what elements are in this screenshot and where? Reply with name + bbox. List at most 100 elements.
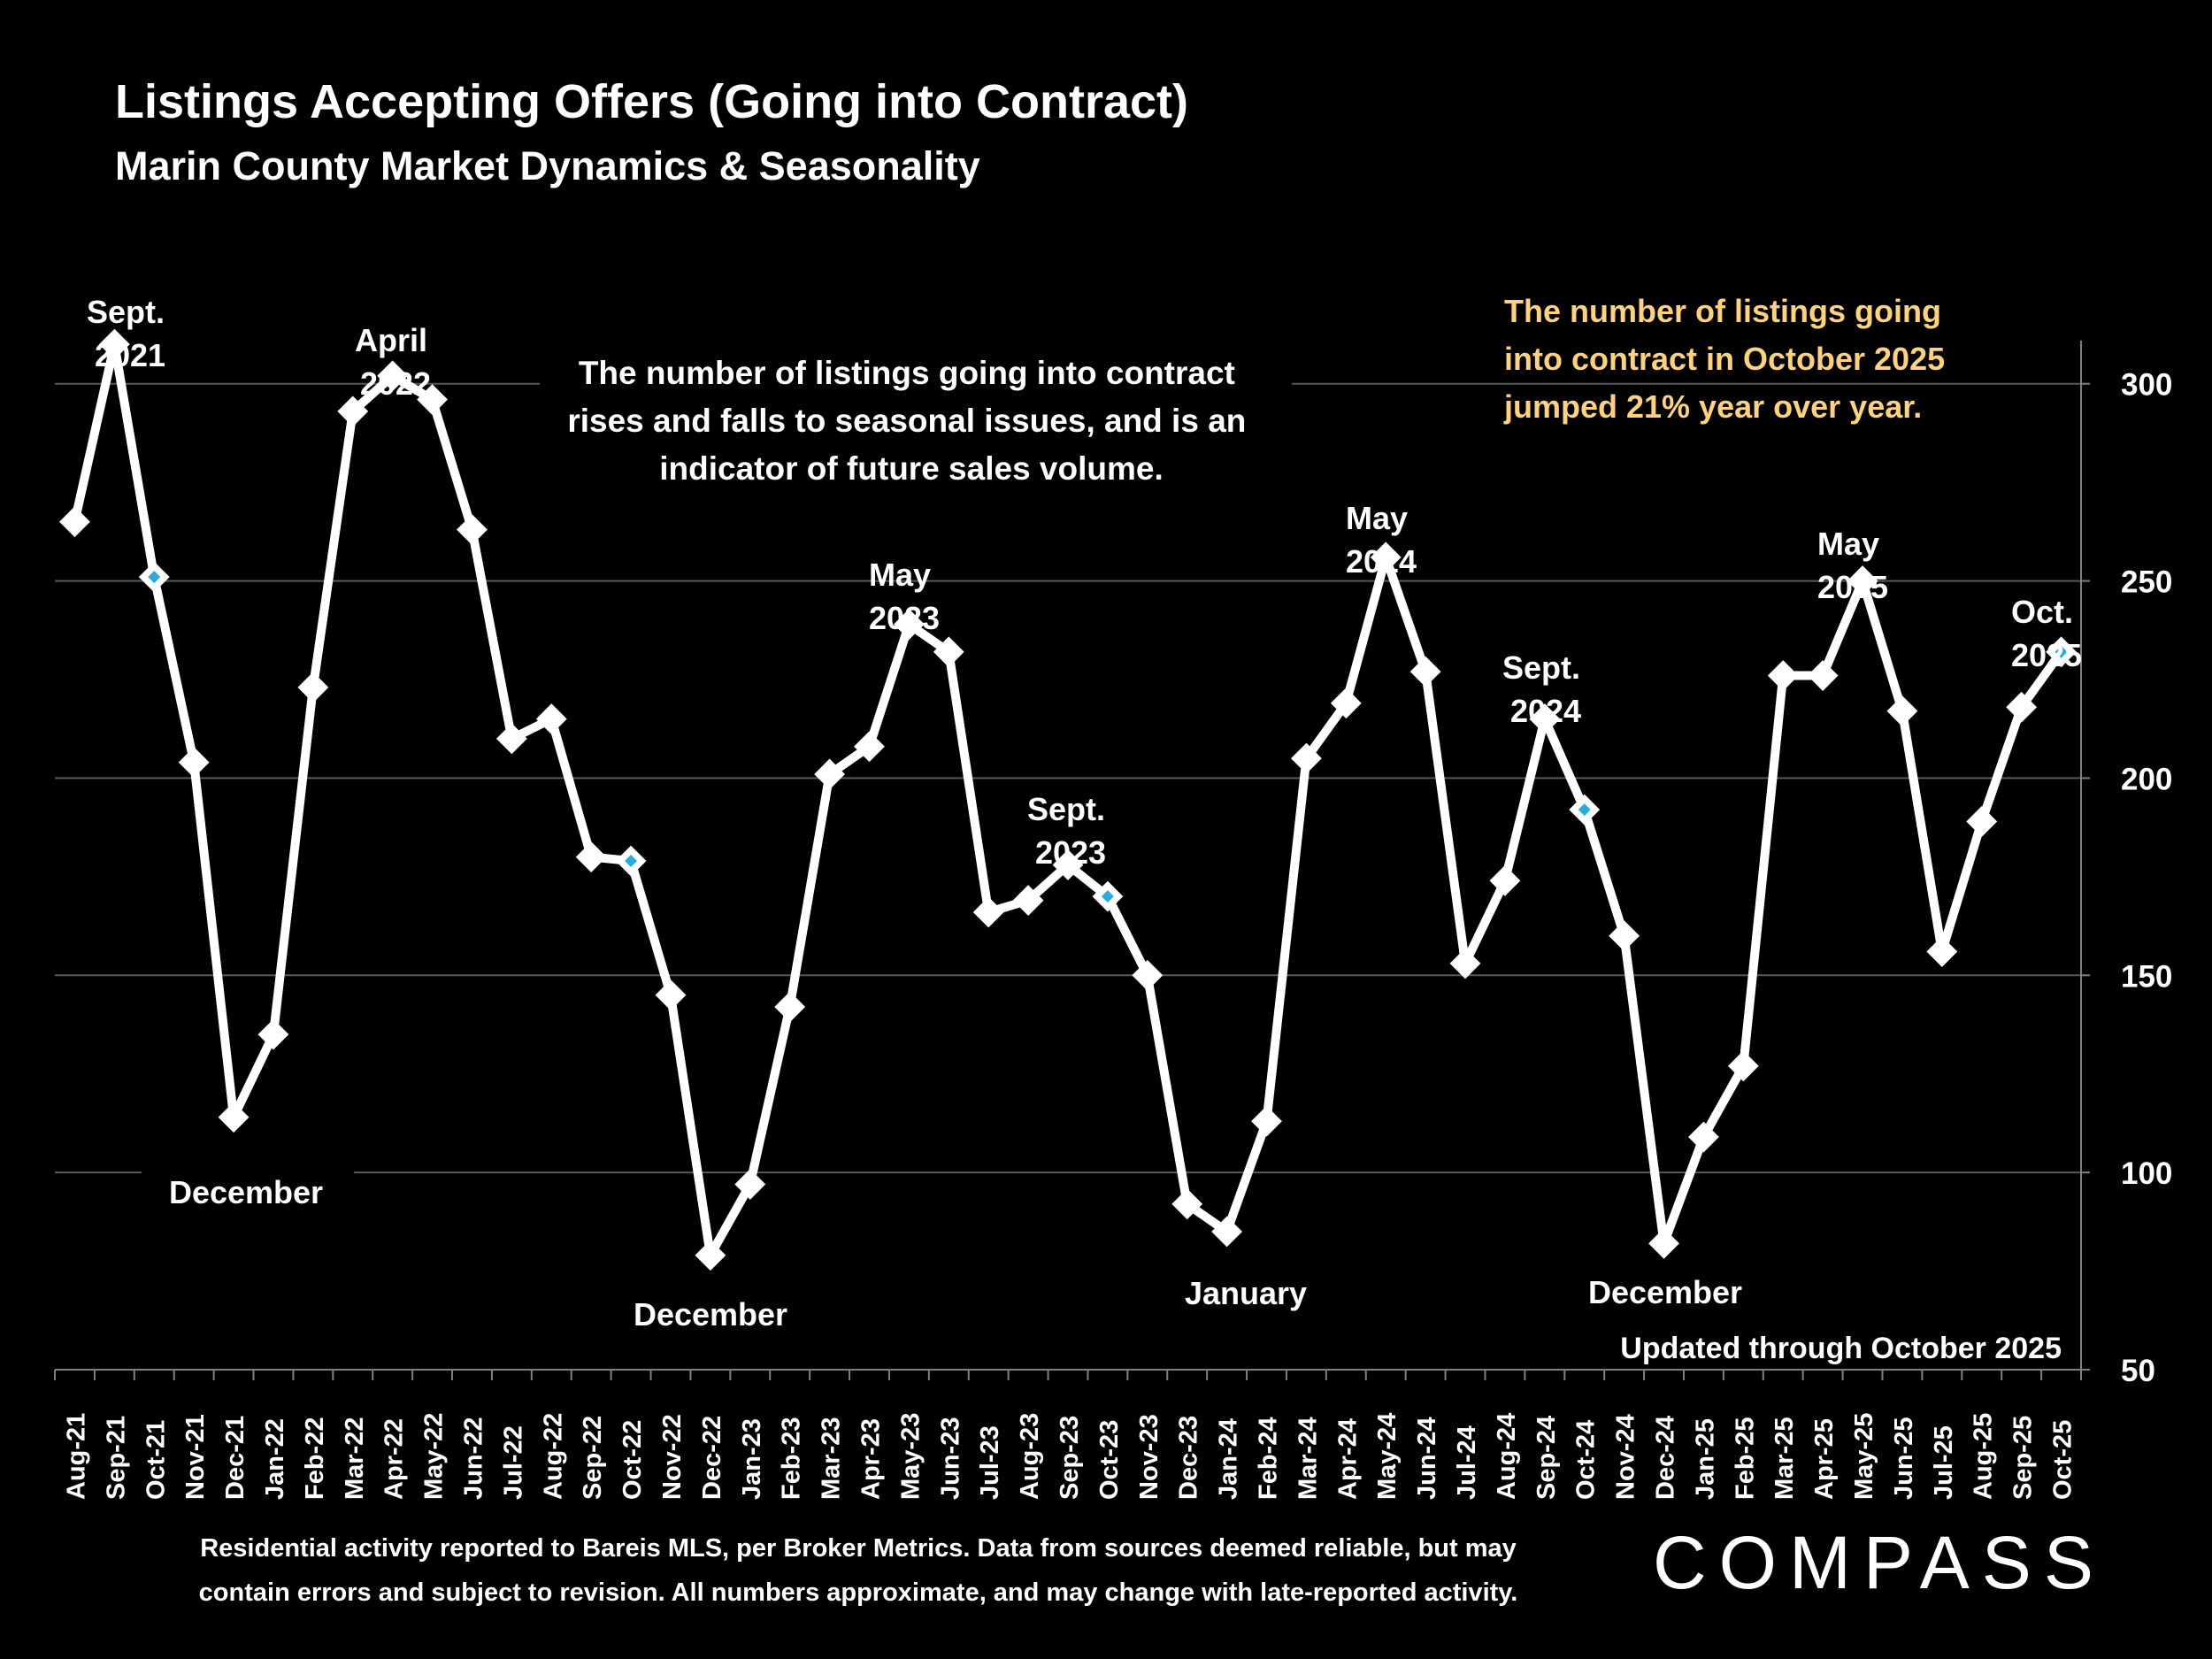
grid-lines (55, 382, 2081, 1174)
x-tick-label: Aug-25 (1970, 1413, 1998, 1500)
x-tick-label: Jul-22 (499, 1425, 527, 1500)
data-point-Nov-23 (1132, 959, 1164, 991)
x-tick-label: May-24 (1373, 1413, 1402, 1500)
trough-label-dec-2021: December (169, 1174, 323, 1210)
peak-label-sep-2021: Sept. 2021 (87, 294, 173, 373)
data-point-Aug-23 (1012, 885, 1044, 917)
x-tick-label: Jan-25 (1691, 1418, 1719, 1500)
center-note-backdrop (540, 336, 1292, 491)
yoy-callout: The number of listings going into contra… (1503, 293, 1954, 425)
data-point-Aug-25 (1966, 806, 1998, 837)
x-tick-label: Mar-23 (818, 1417, 846, 1501)
x-tick-label: Mar-24 (1294, 1417, 1322, 1501)
x-tick-label: Feb-22 (301, 1417, 329, 1500)
peak-label-oct-2025: Oct. 2025 (2011, 594, 2082, 673)
data-point-Apr-22 (377, 360, 409, 392)
x-tick-label: Oct-24 (1572, 1420, 1601, 1500)
trough-label-dec-2022: December (634, 1296, 787, 1333)
data-point-Aug-21 (59, 506, 90, 538)
data-point-Feb-24 (1251, 1105, 1282, 1137)
x-tick-label: Apr-22 (380, 1418, 409, 1500)
center-note: The number of listings going into contra… (567, 355, 1255, 487)
y-tick-label: 250 (2121, 565, 2172, 600)
x-tick-label: Jan-22 (261, 1418, 289, 1500)
x-tick-label: Jun-22 (459, 1417, 488, 1500)
data-point-Jul-23 (972, 896, 1004, 928)
highlight-point-Oct-22 (625, 855, 638, 868)
trough-label-dec-2024: December (1588, 1274, 1742, 1310)
data-point-Jul-25 (1926, 936, 1958, 967)
data-point-Jan-24 (1211, 1216, 1243, 1248)
x-tick-label: Sep-24 (1532, 1416, 1561, 1500)
peak-label-may-2024: May 2024 (1346, 500, 1417, 580)
x-tick-label: Jul-24 (1453, 1425, 1481, 1500)
x-tick-label: Apr-25 (1810, 1418, 1839, 1500)
data-point-Nov-22 (655, 979, 687, 1010)
data-point-May-23 (893, 609, 925, 641)
chart-title: Listings Accepting Offers (Going into Co… (115, 75, 1188, 128)
x-tick-label: Nov-21 (181, 1414, 210, 1500)
y-tick-label: 300 (2121, 368, 2172, 403)
highlight-point-Oct-25 (2055, 645, 2068, 658)
data-point-Dec-21 (218, 1102, 250, 1133)
x-tick-label: Oct-23 (1095, 1420, 1124, 1500)
x-tick-labels: Aug-21 Sep-21 Oct-21 Nov-21 Dec-21 Jan-22 Feb-… (62, 1413, 2077, 1500)
x-tick-label: Sep-23 (1056, 1416, 1084, 1500)
data-point-May-25 (1847, 565, 1878, 596)
y-tick-labels: 50 100 150 200 250 300 (2121, 368, 2172, 1388)
data-point-Dec-22 (695, 1240, 726, 1271)
data-point-Feb-25 (1727, 1050, 1759, 1082)
x-tick-label: Jan-23 (738, 1418, 766, 1500)
x-tick-label: Jul-23 (976, 1425, 1004, 1500)
x-tick-label: Nov-24 (1612, 1414, 1640, 1500)
data-point-Dec-24 (1648, 1227, 1679, 1259)
data-point-Feb-23 (774, 991, 806, 1023)
x-tick-label: Sep-22 (579, 1416, 607, 1500)
data-point-Jun-25 (1886, 695, 1918, 727)
x-tick-label: May-25 (1850, 1413, 1878, 1500)
annotations (142, 336, 1292, 1212)
x-tick-label: Feb-25 (1731, 1417, 1759, 1500)
x-tick-label: Jan-24 (1215, 1418, 1243, 1500)
y-tick-label: 50 (2121, 1354, 2155, 1388)
data-point-May-22 (417, 384, 448, 415)
data-point-Jul-22 (495, 723, 527, 755)
x-tick-label: Jun-23 (936, 1417, 964, 1500)
data-point-Jun-24 (1409, 656, 1441, 687)
data-point-Sep-22 (575, 841, 607, 872)
trough-label-backdrop (142, 1159, 354, 1212)
x-tick-label: May-22 (420, 1413, 449, 1500)
data-point-Apr-25 (1807, 660, 1839, 691)
data-point-Aug-24 (1489, 864, 1521, 896)
x-tick-label: Mar-25 (1770, 1417, 1799, 1501)
x-tick-label: Jul-25 (1930, 1425, 1958, 1500)
peak-label-may-2023: May 2023 (869, 557, 940, 636)
data-point-Mar-23 (814, 758, 846, 790)
highlight-point-Oct-24 (1578, 803, 1591, 817)
data-point-Sep-21 (98, 328, 130, 360)
x-tick-label: Oct-21 (142, 1420, 170, 1500)
data-point-Jan-25 (1688, 1121, 1719, 1153)
x-tick-label: Jun-25 (1890, 1417, 1918, 1500)
x-tick-label: Feb-23 (778, 1417, 806, 1500)
x-tick-label: Aug-22 (539, 1413, 567, 1500)
data-point-Sep-24 (1529, 703, 1561, 734)
chart-subtitle: Marin County Market Dynamics & Seasonali… (115, 143, 980, 188)
x-tick-label: May-23 (896, 1413, 925, 1500)
peak-label-sep-2023: Sept. 2023 (1027, 791, 1114, 871)
peak-label-may-2025: May 2025 (1817, 526, 1888, 605)
x-tick-label: Apr-23 (856, 1418, 885, 1500)
y-tick-label: 150 (2121, 959, 2172, 994)
data-point-Mar-22 (337, 396, 369, 427)
highlight-point-Oct-21 (148, 571, 161, 584)
data-point-Nov-24 (1609, 920, 1640, 952)
x-tick-label: Dec-24 (1652, 1416, 1680, 1500)
data-point-May-24 (1370, 541, 1402, 573)
x-tick-label: Aug-23 (1016, 1413, 1044, 1500)
data-point-Mar-24 (1290, 742, 1322, 774)
x-tick-label: Aug-24 (1493, 1413, 1521, 1500)
x-tick-label: Sep-21 (102, 1416, 130, 1500)
highlight-point-Oct-23 (1101, 890, 1114, 903)
data-point-Dec-23 (1171, 1188, 1203, 1220)
